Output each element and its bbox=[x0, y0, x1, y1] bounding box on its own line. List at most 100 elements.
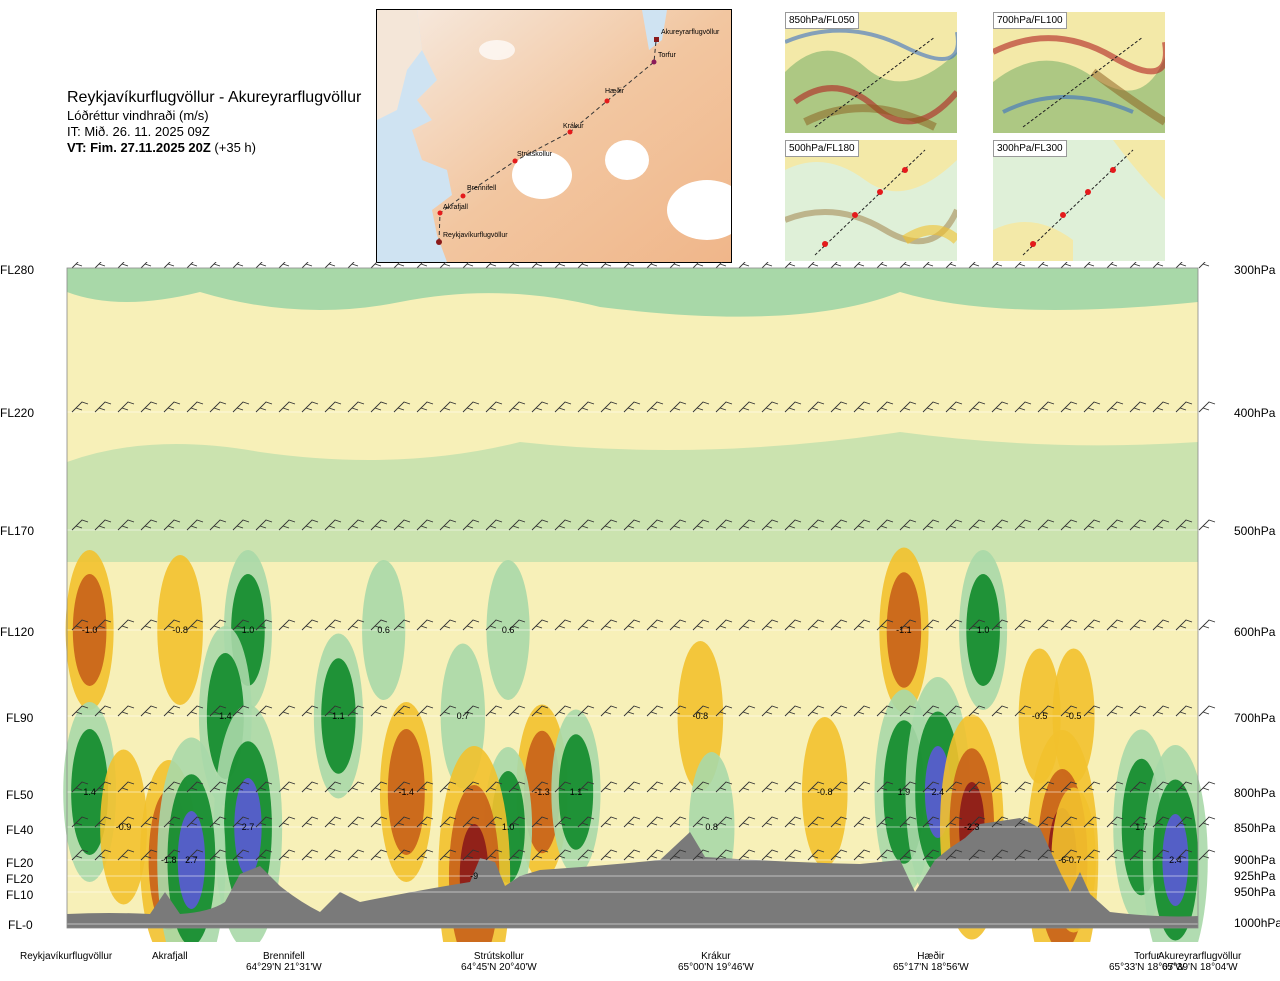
chart-subtitle: Lóðréttur vindhraði (m/s) bbox=[67, 108, 209, 123]
wind-barb bbox=[71, 619, 89, 631]
wind-barb bbox=[301, 781, 319, 793]
wind-barb bbox=[623, 816, 641, 828]
location-name: Akureyrarflugvöllur bbox=[1158, 951, 1242, 962]
value-label: -0.7 bbox=[1066, 855, 1082, 865]
value-label: 0.8 bbox=[705, 822, 718, 832]
hpa-label: 850hPa bbox=[1234, 821, 1276, 835]
wind-barb bbox=[1129, 816, 1147, 828]
fl-label: FL-0 bbox=[8, 918, 33, 932]
wind-barb bbox=[991, 849, 1009, 861]
location-name: Brennifell bbox=[263, 951, 305, 962]
wind-barb bbox=[324, 262, 336, 269]
wind-barb bbox=[462, 619, 480, 631]
wind-barb bbox=[646, 816, 664, 828]
wind-barb bbox=[255, 519, 273, 531]
wind-barb bbox=[186, 705, 204, 717]
wind-barb bbox=[600, 705, 618, 717]
wind-barb bbox=[1083, 816, 1101, 828]
wind-barb bbox=[94, 781, 112, 793]
wind-barb bbox=[1060, 262, 1072, 269]
hpa-label: 700hPa bbox=[1234, 711, 1276, 725]
wind-barb bbox=[301, 849, 319, 861]
wind-barb bbox=[347, 705, 365, 717]
wind-barb bbox=[922, 849, 940, 861]
wind-barb bbox=[853, 519, 871, 531]
value-label: 1.9 bbox=[898, 787, 911, 797]
wind-barb bbox=[968, 619, 986, 631]
wind-barb bbox=[186, 619, 204, 631]
value-label: 2.7 bbox=[242, 822, 255, 832]
value-labels: -1.0 -0.8 1.0 0.6 0.6 -1.1 1.0 1.4 1.1 0.7 -0.8 -0.… bbox=[82, 625, 1182, 881]
value-label: 2.4 bbox=[1169, 855, 1182, 865]
wind-barb bbox=[692, 781, 710, 793]
wind-barb bbox=[439, 781, 457, 793]
terrain bbox=[67, 818, 1198, 928]
wind-barb bbox=[784, 262, 796, 269]
wind-barb bbox=[922, 519, 940, 531]
fl-label: FL220 bbox=[0, 406, 35, 420]
location-label: Strútskollur 64°45'N 20°40'W bbox=[461, 951, 537, 973]
wind-barb bbox=[899, 781, 917, 793]
value-label: -0.5 bbox=[1066, 711, 1082, 721]
fl-label: FL40 bbox=[6, 823, 34, 837]
map-label-akrafjall: Akrafjall bbox=[443, 204, 468, 211]
mini-map-500-graphic bbox=[785, 140, 957, 261]
wind-barb bbox=[1198, 849, 1216, 861]
fl-label: FL20 bbox=[6, 872, 34, 886]
wind-barb bbox=[278, 705, 296, 717]
wind-barb bbox=[1129, 619, 1147, 631]
wind-barb bbox=[209, 401, 227, 413]
hpa-label: 500hPa bbox=[1234, 524, 1276, 538]
wind-barb bbox=[324, 619, 342, 631]
wind-barb bbox=[324, 816, 342, 828]
wind-barb bbox=[439, 619, 457, 631]
wind-barb bbox=[71, 401, 89, 413]
wind-barb bbox=[692, 519, 710, 531]
wind-barb bbox=[738, 816, 756, 828]
wind-barb bbox=[761, 781, 779, 793]
wind-barb bbox=[922, 401, 940, 413]
wind-barb bbox=[71, 519, 89, 531]
valid-time-bold: VT: Fim. 27.11.2025 20Z bbox=[67, 140, 211, 155]
wind-barb bbox=[1037, 705, 1055, 717]
wind-barb bbox=[715, 816, 733, 828]
value-label: -0.5 bbox=[1032, 711, 1048, 721]
location-label: Hæðir 65°17'N 18°56'W bbox=[893, 951, 969, 973]
route-map: Akureyrarflugvöllur Torfur Hæðir Krákur … bbox=[376, 9, 732, 263]
value-label: -0.8 bbox=[693, 711, 709, 721]
issue-time: IT: Mið. 26. 11. 2025 09Z bbox=[67, 124, 210, 139]
wind-barb bbox=[508, 849, 526, 861]
wind-barb bbox=[968, 262, 980, 269]
wind-barb bbox=[761, 619, 779, 631]
wind-barb bbox=[324, 849, 342, 861]
wind-barbs bbox=[71, 262, 1216, 861]
value-label: 1.0 bbox=[977, 625, 990, 635]
wind-barb bbox=[186, 401, 204, 413]
wind-barb bbox=[991, 619, 1009, 631]
location-coord: 65°17'N 18°56'W bbox=[893, 962, 969, 973]
wind-barb bbox=[623, 619, 641, 631]
wind-barb bbox=[1083, 781, 1101, 793]
wind-barb bbox=[255, 816, 273, 828]
hpa-label: 925hPa bbox=[1234, 869, 1276, 883]
wind-barb bbox=[899, 849, 917, 861]
value-label: -1.3 bbox=[534, 787, 550, 797]
wind-barb bbox=[784, 705, 802, 717]
wind-barb bbox=[140, 705, 158, 717]
wind-barb bbox=[117, 849, 135, 861]
valid-time: VT: Fim. 27.11.2025 20Z (+35 h) bbox=[67, 140, 361, 156]
wind-barb bbox=[646, 401, 664, 413]
wind-barb bbox=[485, 705, 503, 717]
wind-barb bbox=[94, 619, 112, 631]
cross-section-chart: -1.0 -0.8 1.0 0.6 0.6 -1.1 1.0 1.4 1.1 0.7 -0.8 -0.… bbox=[63, 262, 1216, 942]
location-coord: 65°39'N 18°04'W bbox=[1161, 962, 1238, 973]
wind-barb bbox=[692, 705, 710, 717]
wind-barb bbox=[1037, 816, 1055, 828]
wind-barb bbox=[807, 705, 825, 717]
wind-barb bbox=[1129, 519, 1147, 531]
wind-barb bbox=[163, 262, 175, 269]
wind-barb bbox=[899, 619, 917, 631]
wind-barb bbox=[554, 781, 572, 793]
wind-barb bbox=[209, 816, 227, 828]
wind-barb bbox=[393, 401, 411, 413]
